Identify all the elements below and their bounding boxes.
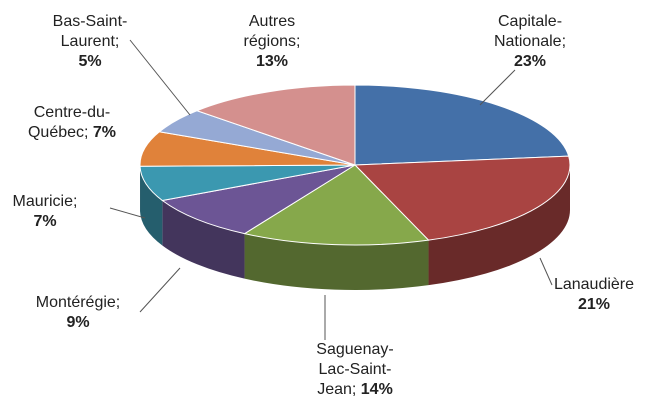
data-label: Saguenay-Lac-Saint-Jean; 14% (309, 340, 401, 400)
slice-side (428, 165, 570, 286)
category-label: Bas-Saint-Laurent; (52, 13, 128, 50)
leader-line (479, 69, 516, 106)
leader-line (139, 267, 181, 313)
slice (195, 84, 356, 166)
data-label: Centre-du-Québec; 7% (12, 103, 132, 143)
value-label: 21% (577, 296, 611, 313)
slice-side (162, 200, 245, 279)
value-label: 14% (360, 381, 393, 398)
data-label: Autres régions; 13% (229, 12, 315, 72)
data-label: Mauricie; 7% (5, 192, 85, 232)
slice (243, 164, 430, 246)
category-label: Montérégie; (35, 294, 121, 311)
value-label: 13% (255, 53, 289, 70)
slice (353, 155, 571, 241)
data-label: Montérégie; 9% (23, 293, 133, 333)
data-label: Bas-Saint-Laurent; 5% (47, 12, 133, 72)
value-label: 7% (33, 213, 57, 230)
slice (161, 164, 356, 235)
category-label: Autres régions; (243, 13, 301, 50)
leader-line (109, 207, 146, 219)
slice-side (244, 233, 429, 290)
data-label: Lanaudière 21% (549, 275, 639, 315)
category-label: Capitale-Nationale; (493, 13, 567, 50)
data-label: Capitale-Nationale; 23% (484, 12, 576, 72)
category-label: Lanaudière (553, 276, 635, 293)
category-label: Centre-du-Québec; (27, 104, 111, 141)
value-label: 9% (66, 314, 90, 331)
category-label: Mauricie; (12, 193, 78, 210)
value-label: 5% (78, 53, 102, 70)
category-label: Saguenay-Lac-Saint-Jean; (316, 341, 394, 398)
slice (354, 84, 570, 166)
leader-line (539, 257, 553, 286)
slice-side (140, 166, 163, 246)
value-label: 23% (513, 53, 547, 70)
value-label: 7% (92, 124, 117, 141)
leader-line (129, 39, 191, 116)
